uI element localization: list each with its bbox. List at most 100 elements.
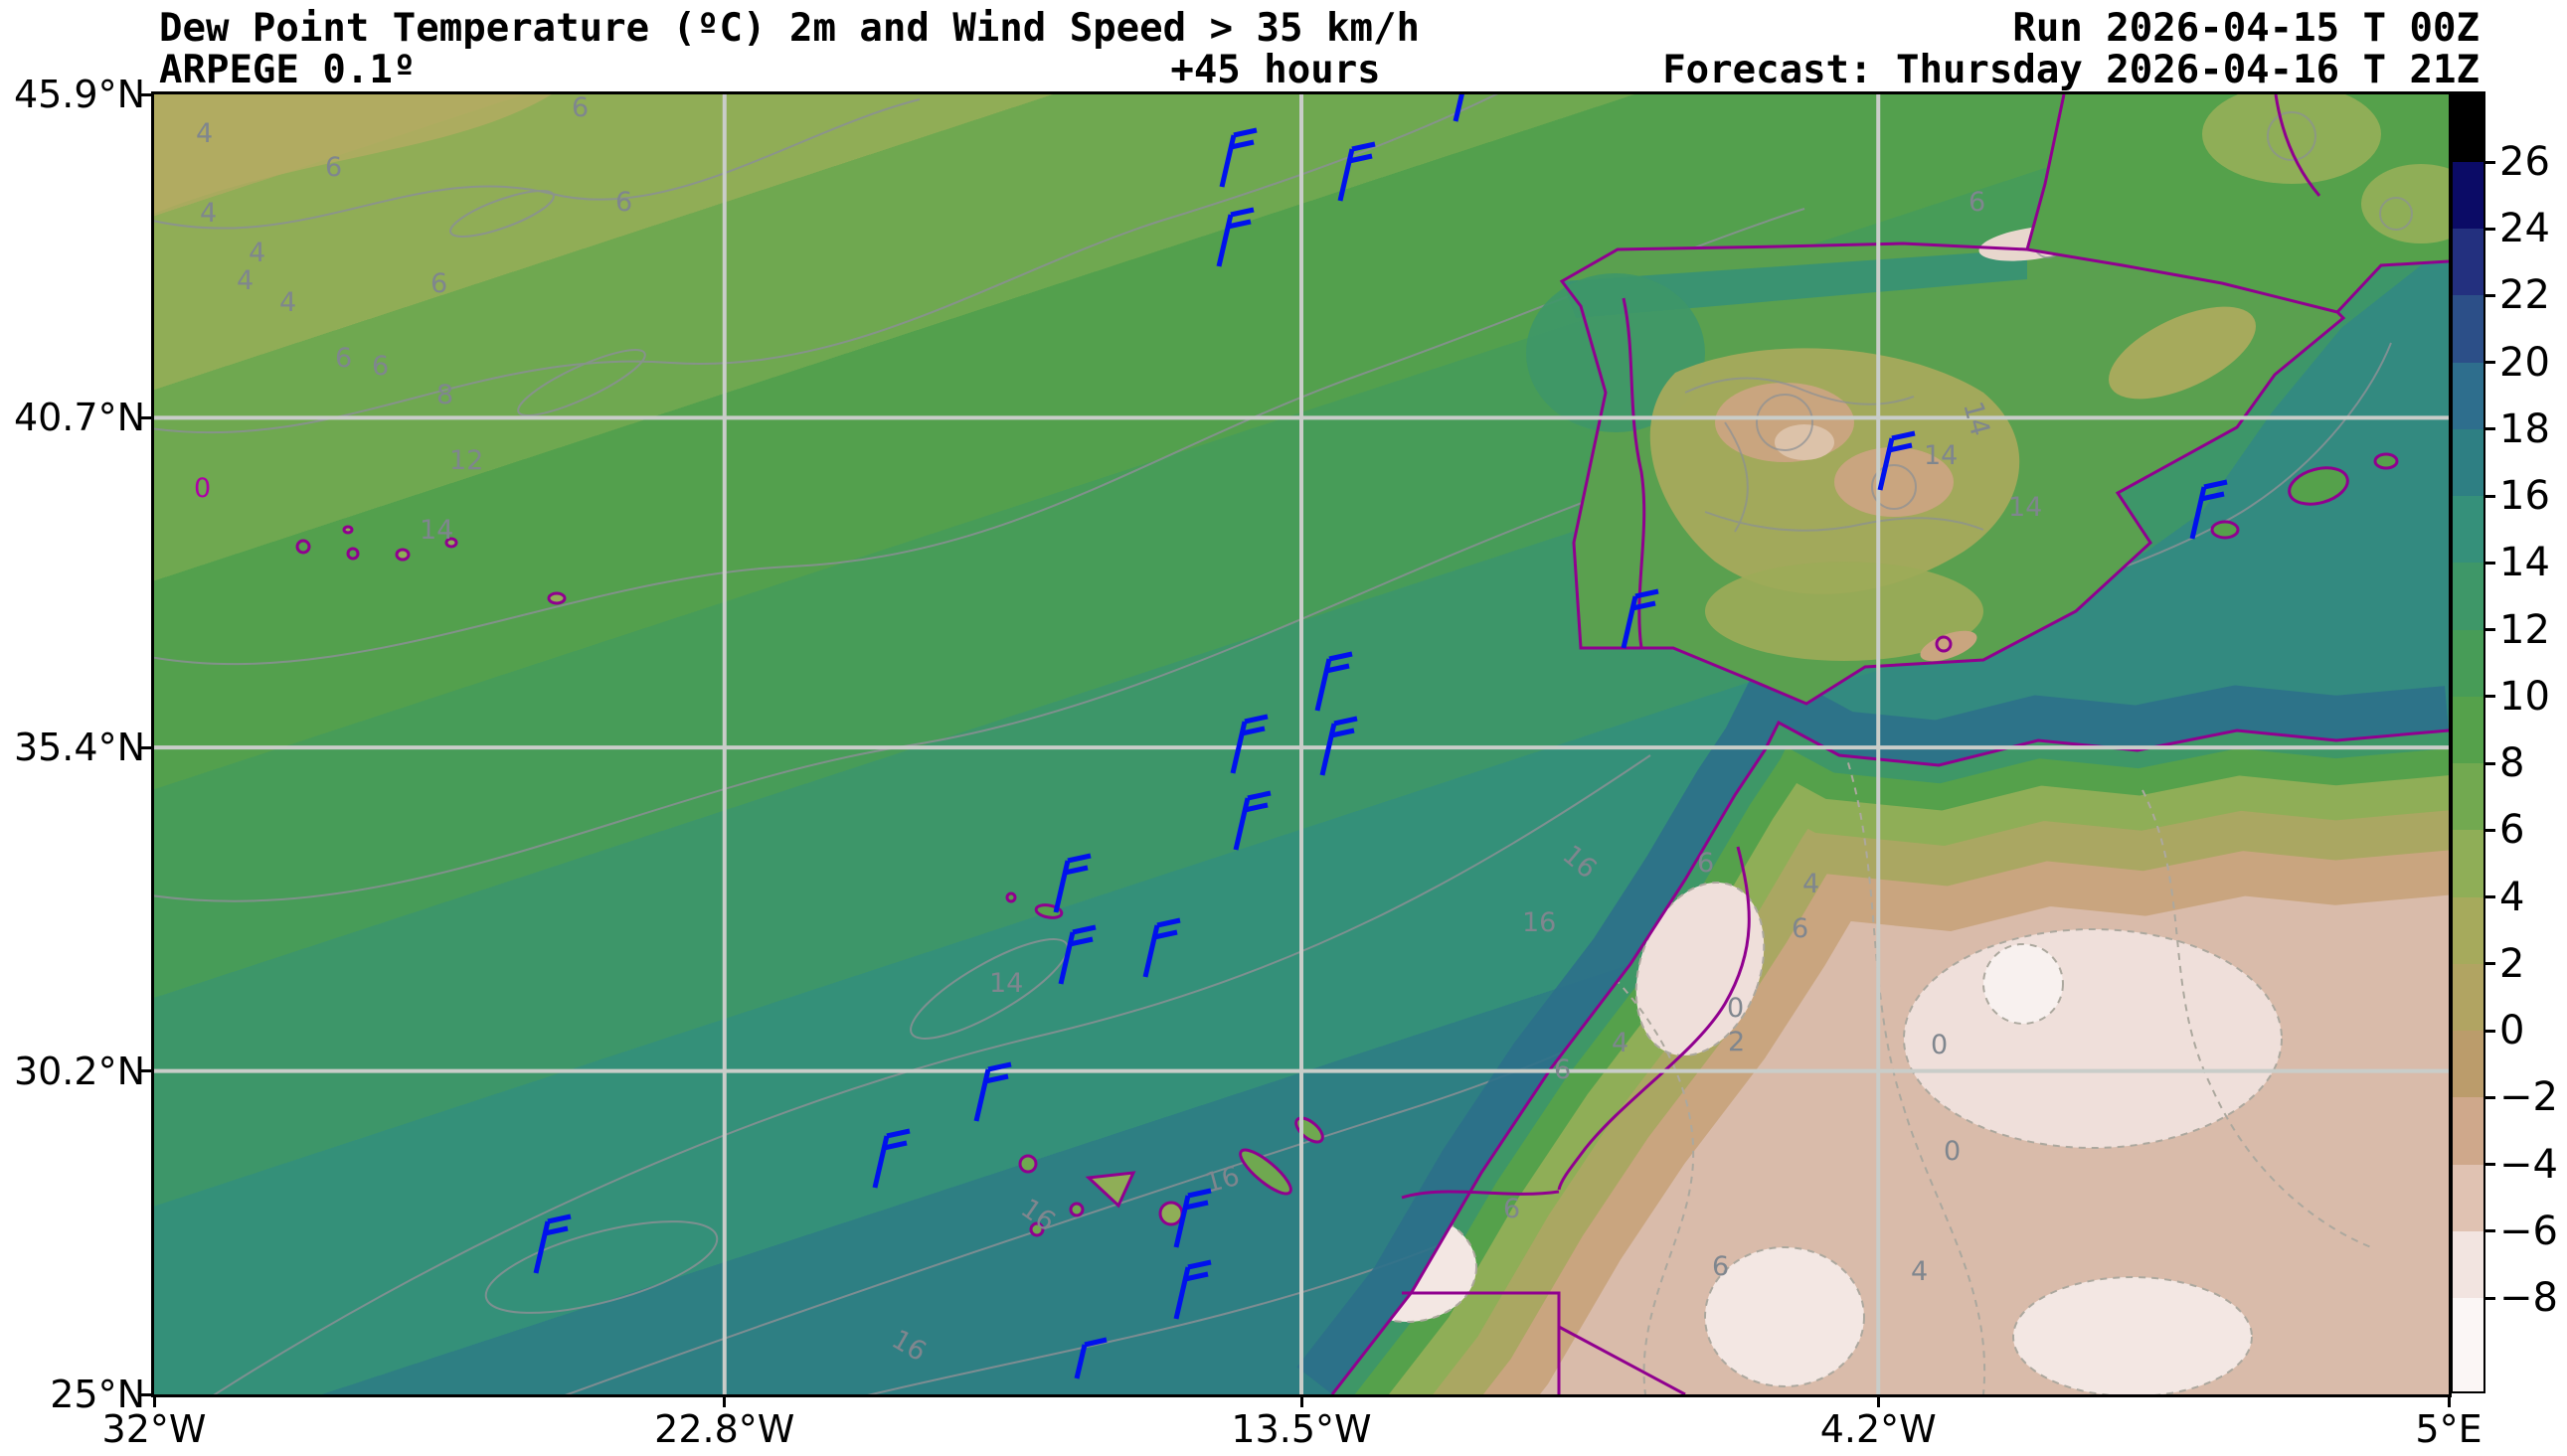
contour-value-label: 4	[1612, 1028, 1628, 1058]
y-axis-tick-mark	[139, 745, 152, 749]
wind-barb	[1058, 924, 1097, 985]
colorbar-segment	[2453, 696, 2483, 764]
x-axis-tick-label: 32°W	[101, 1407, 207, 1451]
contour-value-label: 4	[249, 238, 265, 268]
colorbar-tick-label: 20	[2499, 339, 2550, 386]
colorbar-tick-mark	[2483, 761, 2495, 765]
x-axis-tick-mark	[1299, 1394, 1303, 1407]
colorbar-tick-mark	[2483, 1296, 2495, 1300]
colorbar-tick-label: 26	[2499, 139, 2550, 185]
colorbar-segment	[2453, 763, 2483, 831]
contour-value-label: 12	[449, 445, 483, 476]
contour-value-label: 8	[436, 380, 453, 410]
wind-barb	[973, 1061, 1012, 1122]
contour-value-label: 14	[420, 515, 453, 546]
x-axis-tick-mark	[723, 1394, 727, 1407]
colorbar-tick-label: 8	[2499, 740, 2525, 787]
y-axis-tick-mark	[139, 415, 152, 419]
wind-barb	[1314, 651, 1353, 712]
france-landmass	[2027, 94, 2449, 312]
iberian-peninsula	[1526, 226, 2343, 704]
contour-value-label: 6	[1968, 187, 1985, 218]
coastlines-and-borders	[295, 94, 2449, 1394]
colorbar-segment	[2453, 1097, 2483, 1165]
contour-value-label: 14	[2008, 492, 2042, 523]
wind-barb	[533, 1213, 572, 1274]
wind-barb	[1319, 716, 1358, 776]
wind-barb	[1230, 714, 1269, 774]
colorbar-segment	[2453, 1297, 2483, 1391]
wind-barb	[1053, 853, 1092, 913]
wind-barb	[1337, 141, 1376, 202]
colorbar-segment	[2453, 496, 2483, 564]
contour-value-label: 6	[430, 268, 447, 299]
colorbar-tick-mark	[2483, 160, 2495, 164]
colorbar-tick-label: 14	[2499, 540, 2550, 586]
colorbar-tick-label: −6	[2499, 1208, 2558, 1254]
mediterranean-sea	[1755, 243, 2449, 745]
x-axis-tick-mark	[2447, 1394, 2451, 1407]
colorbar-tick-label: 4	[2499, 874, 2525, 920]
colorbar-tick-label: 10	[2499, 673, 2550, 720]
colorbar-tick-mark	[2483, 695, 2495, 699]
graticule-gridlines	[154, 94, 2449, 1394]
contour-value-label: 14	[989, 968, 1023, 999]
colorbar-tick-mark	[2483, 227, 2495, 231]
colorbar-segment	[2453, 93, 2483, 162]
colorbar-segment	[2453, 1031, 2483, 1098]
colorbar-segment	[2453, 162, 2483, 230]
chart-title: Dew Point Temperature (ºC) 2m and Wind S…	[159, 6, 1420, 51]
wind-barb	[1453, 94, 1464, 122]
contour-value-label: 4	[196, 118, 213, 149]
colorbar-segment	[2453, 896, 2483, 964]
colorbar-tick-label: 6	[2499, 807, 2525, 854]
colorbar-tick-label: 16	[2499, 473, 2550, 520]
contour-value-label: 6	[1792, 913, 1808, 944]
colorbar-segment	[2453, 1164, 2483, 1231]
y-axis-tick-label: 30.2°N	[13, 1049, 145, 1093]
colorbar-tick-mark	[2483, 962, 2495, 966]
colorbar-tick-mark	[2483, 1229, 2495, 1233]
contour-value-label: 6	[325, 152, 342, 183]
nw-olive-patch	[154, 94, 552, 214]
contour-value-label: 4	[1911, 1256, 1928, 1287]
wind-barb	[1173, 1188, 1212, 1248]
contour-value-label: 0	[1931, 1030, 1948, 1060]
x-axis-tick-label: 22.8°W	[654, 1407, 795, 1451]
colorbar-tick-label: −8	[2499, 1275, 2558, 1321]
contour-value-label: 4	[1802, 869, 1819, 899]
colorbar-segment	[2453, 963, 2483, 1032]
colorbar-tick-mark	[2483, 628, 2495, 632]
colorbar-tick-label: 22	[2499, 272, 2550, 319]
contour-value-label: 4	[279, 287, 296, 318]
wind-barb	[1219, 127, 1258, 188]
run-label: Run 2026-04-15 T 00Z	[2012, 6, 2480, 51]
x-axis-tick-mark	[152, 1394, 156, 1407]
colorbar-tick-label: −2	[2499, 1074, 2558, 1121]
wind-barb-layer	[533, 94, 2228, 1379]
contour-value-label: 6	[1503, 1194, 1520, 1224]
wind-barb	[1877, 430, 1916, 491]
wind-barb	[1216, 207, 1255, 267]
wind-barb	[872, 1128, 911, 1189]
colorbar-tick-mark	[2483, 293, 2495, 297]
wind-barb	[1142, 917, 1181, 978]
y-axis-tick-mark	[139, 1069, 152, 1073]
colorbar-tick-label: 24	[2499, 206, 2550, 252]
colorbar-tick-mark	[2483, 895, 2495, 899]
contour-value-label: 14	[1924, 440, 1958, 471]
x-axis-tick-label: 13.5°W	[1231, 1407, 1372, 1451]
x-axis-tick-label: 4.2°W	[1819, 1407, 1937, 1451]
y-axis-tick-mark	[139, 1392, 152, 1396]
contour-value-label: 0	[1944, 1136, 1961, 1167]
colorbar-tick-label: 0	[2499, 1008, 2525, 1054]
colorbar-segment	[2453, 629, 2483, 697]
colorbar-segment	[2453, 428, 2483, 497]
colorbar-tick-mark	[2483, 1095, 2495, 1099]
contour-value-label: 6	[615, 187, 632, 218]
colorbar	[2451, 91, 2485, 1393]
colorbar-segment	[2453, 830, 2483, 897]
x-axis-tick-mark	[1876, 1394, 1880, 1407]
